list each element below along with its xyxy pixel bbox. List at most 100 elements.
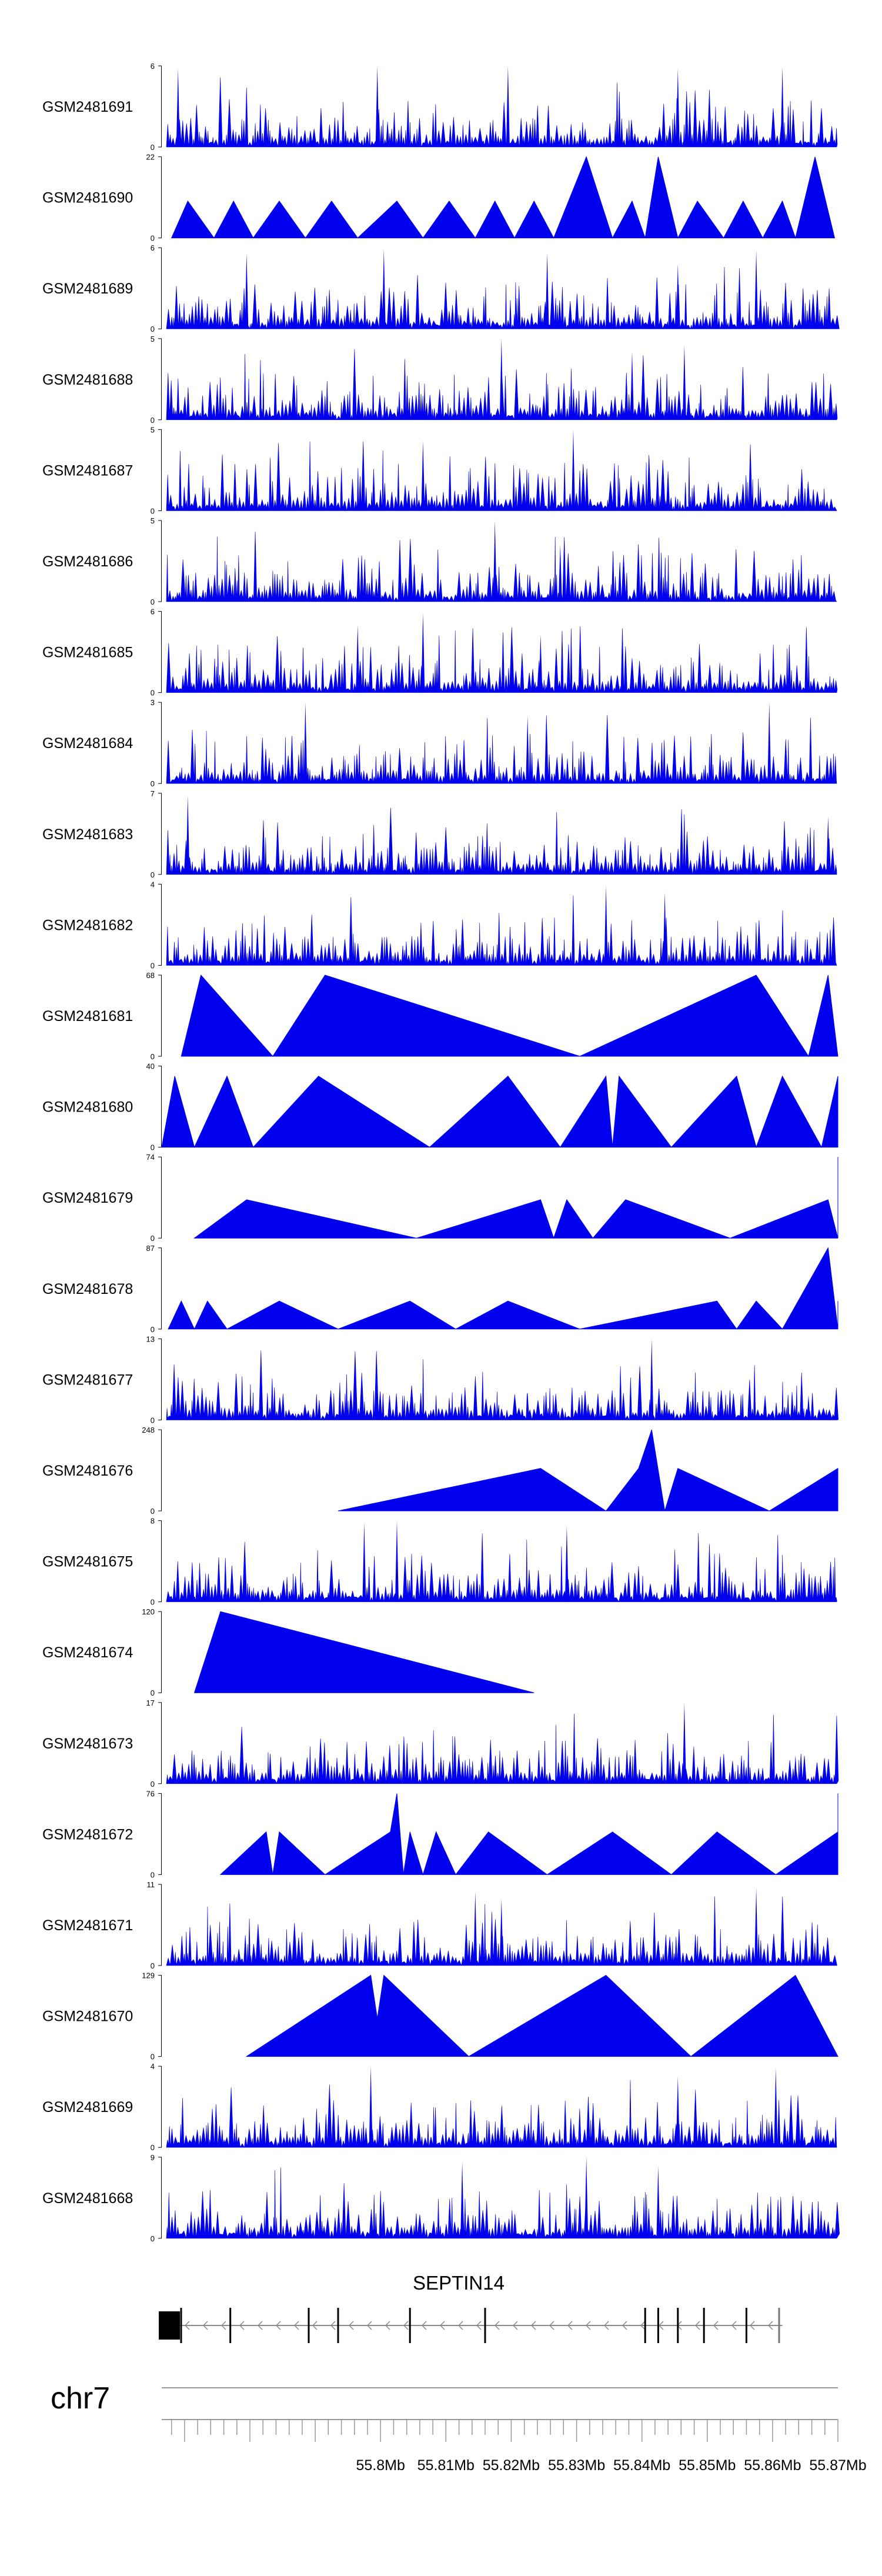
- coverage-area: [171, 156, 836, 239]
- track-label: GSM2481677: [42, 1372, 133, 1388]
- y-zero-label: 0: [151, 961, 155, 970]
- y-zero-label: 0: [151, 1507, 155, 1516]
- gene-track: SEPTIN14: [159, 2272, 783, 2343]
- coverage-peak: [793, 1755, 797, 1784]
- track-gsm2481689: GSM2481689 6 0: [42, 243, 840, 333]
- y-max-label: 22: [146, 153, 155, 162]
- coverage-area: [166, 1713, 839, 1784]
- coverage-peak: [382, 249, 386, 329]
- track-gsm2481682: GSM2481682 4 0: [42, 880, 837, 970]
- strand-arrow: [640, 2321, 646, 2330]
- coverage-peak: [375, 66, 379, 147]
- y-max-label: 40: [146, 1062, 155, 1071]
- track-gsm2481670: GSM2481670 129 0: [42, 1971, 838, 2061]
- coverage-area: [166, 1533, 837, 1603]
- coverage-peak: [473, 1891, 477, 1966]
- coverage-peak: [362, 1523, 366, 1602]
- y-max-label: 87: [146, 1244, 155, 1253]
- y-zero-label: 0: [151, 1598, 155, 1607]
- coverage-peak: [499, 1899, 503, 1966]
- coverage-peak: [656, 2166, 660, 2238]
- track-gsm2481680: GSM2481680 40 0: [42, 1062, 838, 1152]
- coverage-area: [168, 1247, 838, 1330]
- gene-name: SEPTIN14: [413, 2272, 505, 2294]
- coverage-area: [166, 531, 837, 602]
- coverage-peak: [754, 250, 759, 329]
- gene-exon: [703, 2308, 705, 2343]
- strand-arrow: [530, 2321, 536, 2330]
- gene-utr-block: [159, 2311, 180, 2340]
- track-label: GSM2481672: [42, 1826, 133, 1843]
- coverage-peak: [421, 612, 425, 693]
- y-zero-label: 0: [151, 1870, 155, 1879]
- y-max-label: 11: [147, 1880, 155, 1889]
- strand-arrow: [603, 2321, 609, 2330]
- coverage-area: [193, 1157, 838, 1239]
- coverage-area: [166, 807, 837, 875]
- track-gsm2481679: GSM2481679 74 0: [42, 1153, 838, 1243]
- genome-axis: chr7 55.8Mb 55.81Mb 55.82Mb 55.83Mb 55.84Mb 55…: [51, 2381, 867, 2474]
- coverage-peak: [682, 345, 686, 420]
- track-gsm2481676: GSM2481676 248 0: [42, 1426, 838, 1516]
- coverage-area: [338, 1429, 838, 1511]
- track-gsm2481671: GSM2481671 11 0: [42, 1880, 837, 1970]
- strand-arrow: [312, 2321, 318, 2330]
- coverage-area: [161, 1075, 838, 1149]
- coverage-peak: [826, 816, 830, 875]
- track-gsm2481675: GSM2481675 8 0: [42, 1517, 837, 1607]
- y-zero-label: 0: [151, 779, 155, 788]
- strand-arrow: [275, 2321, 281, 2330]
- y-max-label: 9: [151, 2153, 155, 2162]
- coverage-peak: [774, 2068, 778, 2148]
- axis-tick-label: 55.87Mb: [809, 2457, 866, 2474]
- coverage-peak: [245, 253, 249, 329]
- coverage-peak: [807, 1394, 810, 1420]
- track-gsm2481683: GSM2481683 7 0: [42, 789, 837, 879]
- coverage-peak: [676, 68, 680, 147]
- coverage-peak: [545, 253, 549, 329]
- track-label: GSM2481684: [42, 735, 133, 752]
- track-label: GSM2481676: [42, 1463, 133, 1479]
- coverage-peak: [663, 892, 667, 966]
- strand-arrow: [366, 2321, 372, 2330]
- y-max-label: 4: [151, 2062, 155, 2071]
- track-label: GSM2481689: [42, 281, 133, 297]
- strand-arrow: [476, 2321, 482, 2330]
- track-label: GSM2481691: [42, 99, 133, 115]
- strand-arrow: [220, 2321, 226, 2330]
- axis-tick-label: 55.81Mb: [417, 2457, 475, 2474]
- track-label: GSM2481688: [42, 372, 133, 388]
- track-gsm2481668: GSM2481668 9 0: [42, 2153, 840, 2243]
- strand-arrow: [694, 2321, 700, 2330]
- y-zero-label: 0: [151, 1325, 155, 1334]
- track-label: GSM2481671: [42, 1917, 133, 1934]
- track-label: GSM2481679: [42, 1190, 133, 1206]
- strand-arrow: [567, 2321, 573, 2330]
- strand-arrow: [457, 2321, 463, 2330]
- y-zero-label: 0: [151, 1052, 155, 1061]
- track-gsm2481678: GSM2481678 87 0: [42, 1244, 838, 1334]
- coverage-area: [181, 974, 838, 1057]
- coverage-area: [219, 1793, 838, 1876]
- gene-exon: [778, 2308, 780, 2343]
- strand-arrow: [731, 2321, 737, 2330]
- axis-tick-label: 55.8Mb: [356, 2457, 405, 2474]
- y-zero-label: 0: [151, 1780, 155, 1788]
- gene-exon: [644, 2308, 646, 2343]
- track-label: GSM2481681: [42, 1008, 133, 1025]
- coverage-peak: [780, 67, 784, 147]
- coverage-peak: [395, 1520, 399, 1602]
- coverage-peak: [369, 2066, 373, 2148]
- strand-arrow: [330, 2321, 336, 2330]
- strand-arrow: [421, 2321, 427, 2330]
- track-label: GSM2481668: [42, 2190, 133, 2207]
- track-label: GSM2481680: [42, 1099, 133, 1116]
- strand-arrow: [658, 2321, 664, 2330]
- coverage-area: [166, 626, 838, 693]
- strand-arrow: [767, 2321, 773, 2330]
- y-zero-label: 0: [151, 598, 155, 606]
- track-gsm2481685: GSM2481685 6 0: [42, 608, 838, 698]
- y-max-label: 4: [151, 880, 155, 889]
- y-max-label: 5: [151, 425, 155, 434]
- coverage-peak: [493, 520, 497, 602]
